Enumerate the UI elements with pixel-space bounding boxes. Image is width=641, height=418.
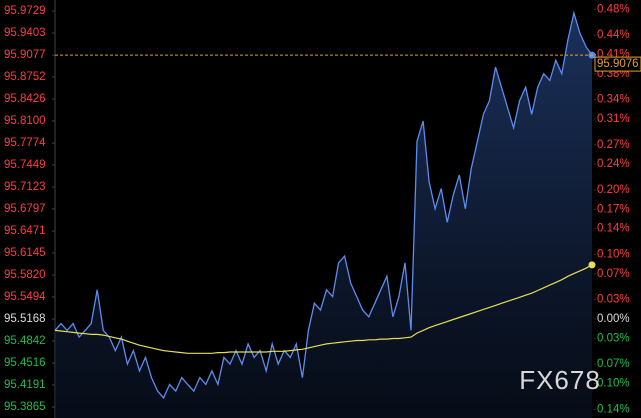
y2-tick-label: 0.34% xyxy=(597,94,630,106)
y-tick-label: 95.7123 xyxy=(4,181,46,193)
y-tick-label: 95.5494 xyxy=(4,291,46,303)
y-tick-label: 95.6797 xyxy=(4,203,46,215)
y2-tick-label: 0.10% xyxy=(597,249,630,261)
last-price-box xyxy=(594,56,641,72)
y-tick-label: 95.8100 xyxy=(4,115,46,127)
y-tick-label: 95.7774 xyxy=(4,137,46,149)
y2-tick-label: 0.07% xyxy=(597,268,630,280)
y2-tick-label: 0.24% xyxy=(597,158,630,170)
y2-tick-label: 0.20% xyxy=(597,184,630,196)
y-tick-label: 95.7449 xyxy=(4,159,46,171)
y-tick-label: 95.8426 xyxy=(4,93,46,105)
y-tick-label: 95.9729 xyxy=(4,5,46,17)
y2-tick-label: 0.03% xyxy=(597,294,630,306)
y-tick-label: 95.8752 xyxy=(4,71,46,83)
y2-tick-label: 0.07% xyxy=(597,358,630,370)
y2-tick-label: 0.14% xyxy=(597,403,630,415)
last-price-label: 95.9076 xyxy=(597,58,639,70)
y2-tick-label: 0.00% xyxy=(597,313,630,325)
y2-tick-label: 0.48% xyxy=(597,3,630,15)
y-tick-label: 95.6471 xyxy=(4,225,46,237)
y2-tick-label: 0.44% xyxy=(597,29,630,41)
y-tick-label: 95.4842 xyxy=(4,335,46,347)
y2-tick-label: 0.27% xyxy=(597,139,630,151)
line xyxy=(54,264,593,354)
y2-tick-label: 0.17% xyxy=(597,203,630,215)
y2-tick-label: 0.14% xyxy=(597,223,630,235)
y2-tick-label: 0.03% xyxy=(597,332,630,344)
area-fill xyxy=(55,13,592,418)
y2-tick-label: 0.10% xyxy=(597,378,630,390)
y-tick-label: 95.9403 xyxy=(4,27,46,39)
y-tick-label: 95.4516 xyxy=(4,357,46,369)
y2-tick-label: 0.31% xyxy=(597,113,630,125)
y-tick-label: 95.3865 xyxy=(4,401,46,413)
y-tick-label: 95.9077 xyxy=(4,49,46,61)
line xyxy=(54,10,593,400)
y-tick-label: 95.5820 xyxy=(4,269,46,281)
end-dot xyxy=(588,261,596,269)
y-tick-label: 95.6145 xyxy=(4,247,46,259)
y-tick-label: 95.4191 xyxy=(4,379,46,391)
y-tick-label: 95.5168 xyxy=(4,313,46,325)
watermark: FX678 xyxy=(519,365,601,395)
